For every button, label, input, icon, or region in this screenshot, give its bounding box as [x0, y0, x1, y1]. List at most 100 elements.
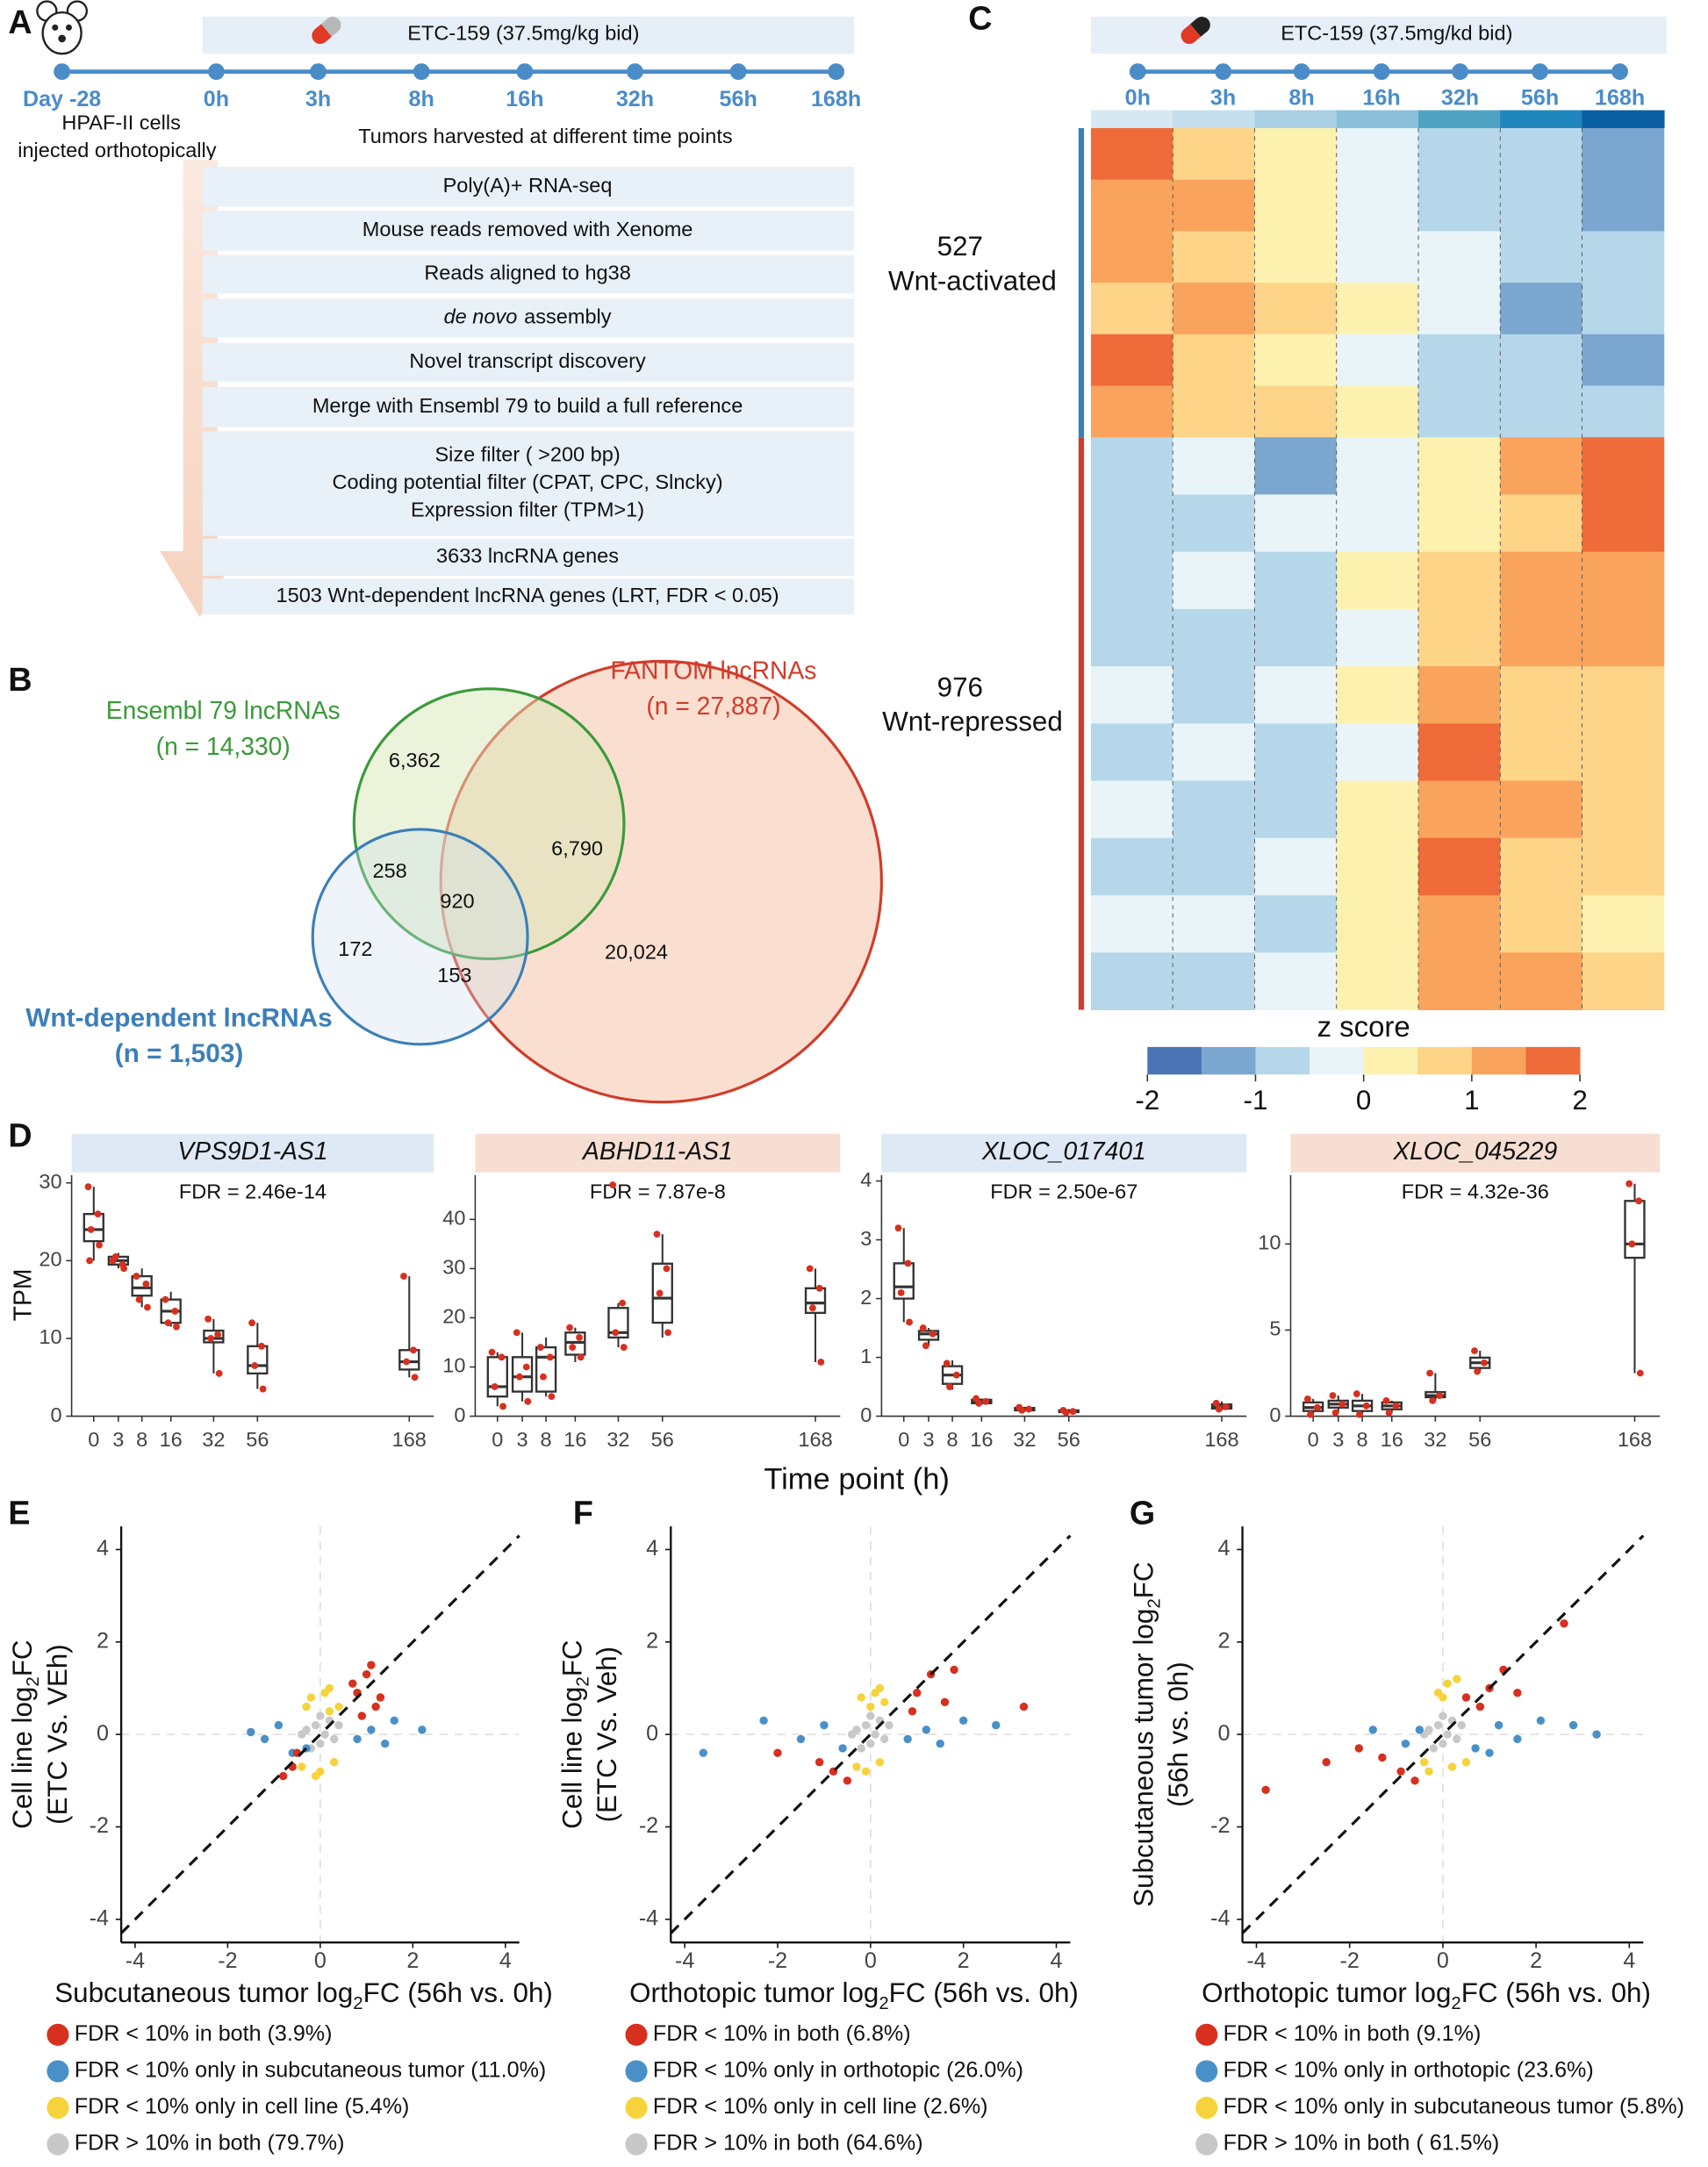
- data-point: [1461, 1693, 1471, 1702]
- legend-label: FDR < 10% in both (6.8%): [653, 2021, 911, 2046]
- data-point: [852, 1762, 861, 1771]
- x-tick-label: 0: [88, 1428, 99, 1451]
- data-point: [248, 1319, 255, 1327]
- data-point: [111, 1252, 119, 1260]
- data-point: [857, 1693, 865, 1702]
- heatmap-cell: [1090, 723, 1173, 782]
- data-point: [316, 1711, 325, 1720]
- axis-label-sub: 2: [353, 1994, 362, 2013]
- step-text: Novel transcript discovery: [409, 349, 646, 372]
- axis-label-part: FC: [1129, 1561, 1159, 1598]
- legend-label: FDR < 10% in both (9.1%): [1224, 2021, 1482, 2046]
- venn-circle: [311, 828, 529, 1046]
- data-point: [86, 1257, 93, 1265]
- data-point: [1331, 1409, 1339, 1417]
- heatmap-cell: [1500, 780, 1582, 839]
- y-tick-label: 1: [860, 1345, 872, 1367]
- heatmap-cell: [1254, 494, 1338, 553]
- group-label: Wnt-repressed: [882, 707, 1063, 737]
- colorbar-title: z score: [1317, 1010, 1410, 1043]
- x-tick-label: 168: [798, 1428, 832, 1451]
- box: [917, 1330, 940, 1341]
- heatmap-cell: [1254, 551, 1338, 610]
- heatmap-cell: [1336, 895, 1419, 953]
- heatmap-cell: [1090, 179, 1173, 232]
- data-point: [866, 1702, 875, 1711]
- box: [535, 1345, 557, 1393]
- y-tick-label: 0: [51, 1403, 62, 1426]
- x-tick-label: 168: [1618, 1428, 1652, 1451]
- data-point: [1636, 1369, 1644, 1377]
- data-point: [958, 1716, 968, 1726]
- axis-label-sub: 2: [25, 1676, 44, 1686]
- timeline-label: 32h: [1441, 86, 1479, 111]
- step-text: Expression filter (TPM>1): [411, 499, 644, 521]
- data-point: [173, 1323, 180, 1331]
- data-point: [904, 1259, 912, 1267]
- data-point: [1443, 1679, 1452, 1688]
- data-point: [982, 1397, 989, 1405]
- data-point: [1439, 1711, 1447, 1720]
- step-text: Coding potential filter (CPAT, CPC, Slnc…: [333, 470, 723, 493]
- group-bar: [1078, 437, 1085, 1010]
- heatmap-cell: [1417, 666, 1501, 724]
- data-point: [524, 1397, 532, 1405]
- workflow-header: Tumors harvested at different time point…: [358, 125, 732, 147]
- data-point: [773, 1748, 782, 1757]
- y-tick-label: 20: [39, 1248, 61, 1271]
- heatmap-cell: [1582, 551, 1665, 610]
- heatmap-cell: [1582, 437, 1665, 495]
- y-tick-label: 4: [860, 1168, 872, 1191]
- data-point: [1401, 1739, 1410, 1748]
- heatmap-cell: [1582, 334, 1665, 386]
- data-point: [866, 1739, 875, 1748]
- timeline-label: 168h: [1595, 86, 1645, 111]
- workflow-arrow: [160, 160, 240, 618]
- timeline-dot: [310, 63, 327, 81]
- panel-header: [1290, 1133, 1661, 1173]
- annotation: FDR = 2.46e-14: [179, 1180, 327, 1203]
- data-point: [875, 1758, 885, 1767]
- heatmap-cell: [1173, 385, 1255, 438]
- panel-letter: A: [8, 4, 32, 40]
- data-point: [992, 1720, 1001, 1730]
- mouse-icon: [36, 0, 89, 55]
- workflow-step: [202, 387, 854, 427]
- data-point: [1453, 1734, 1461, 1744]
- heatmap-cell: [1090, 494, 1173, 553]
- data-point: [1368, 1726, 1377, 1734]
- heatmap-cell: [1417, 723, 1501, 782]
- data-point: [380, 1739, 390, 1748]
- group-label: Wnt-activated: [888, 265, 1057, 296]
- y-tick-label: 2: [646, 1628, 658, 1653]
- workflow-step: [202, 431, 854, 536]
- timeline-label: 0h: [204, 87, 229, 111]
- colorbar-segment: [1417, 1046, 1473, 1075]
- x-tick-label: 4: [1051, 1948, 1063, 1973]
- legend-label: FDR < 10% only in cell line (2.6%): [653, 2094, 988, 2119]
- data-point: [903, 1734, 912, 1744]
- data-point: [1425, 1767, 1433, 1776]
- data-point: [259, 1385, 267, 1393]
- data-point: [1354, 1744, 1364, 1753]
- x-tick-label: 0: [1437, 1948, 1449, 1973]
- note: injected orthotopically: [18, 139, 217, 161]
- axis-label-sub: 2: [1145, 1598, 1165, 1608]
- heatmap-cell: [1254, 837, 1338, 896]
- heatmap-cell: [1417, 837, 1501, 896]
- data-point: [806, 1265, 814, 1273]
- data-point: [1471, 1744, 1480, 1753]
- heatmap-cell: [1417, 334, 1501, 386]
- data-point: [1338, 1400, 1346, 1408]
- timeline-dot: [1452, 63, 1468, 81]
- heatmap-cell: [1500, 952, 1582, 1010]
- legend-label: FDR > 10% in both (79.7%): [75, 2131, 345, 2156]
- x-tick-label: 56: [1468, 1428, 1491, 1451]
- y-tick-label: 0: [97, 1721, 109, 1746]
- heatmap-cell: [1336, 179, 1419, 232]
- x-tick-label: -4: [1246, 1948, 1266, 1973]
- legend-swatch: [1195, 2096, 1218, 2120]
- x-tick-label: -2: [218, 1948, 237, 1973]
- panel-letter: G: [1130, 1495, 1155, 1532]
- heatmap-cell: [1417, 437, 1501, 495]
